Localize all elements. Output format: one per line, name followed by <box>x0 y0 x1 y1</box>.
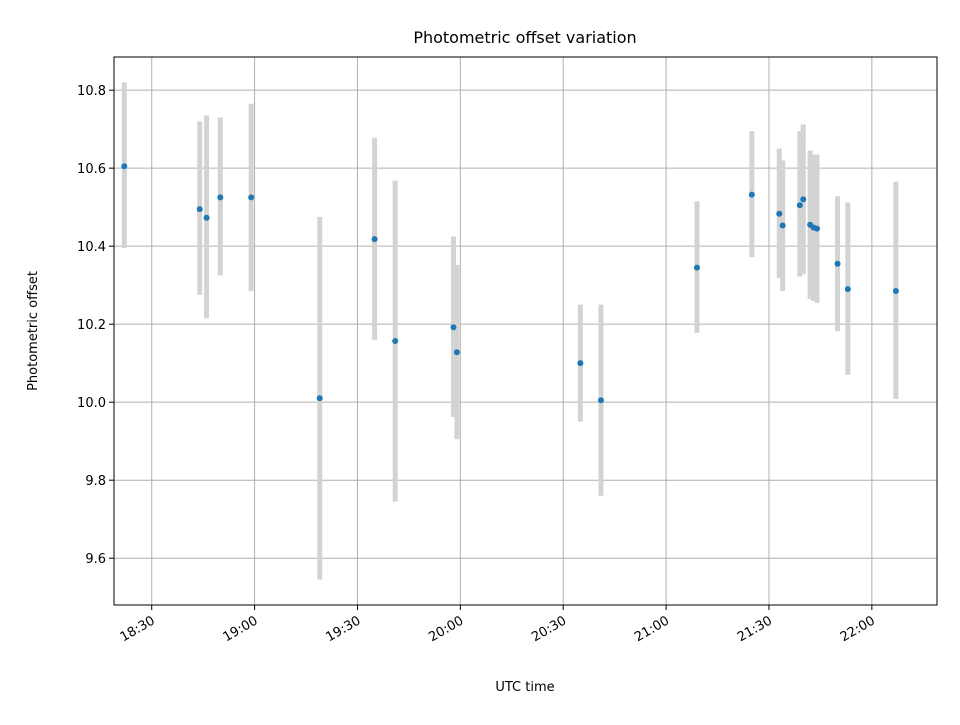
chart-title: Photometric offset variation <box>413 28 636 47</box>
data-point <box>196 206 203 213</box>
data-point <box>813 225 820 232</box>
x-axis-label: UTC time <box>495 680 554 695</box>
data-point <box>453 349 460 356</box>
data-point <box>121 163 128 170</box>
data-point <box>748 191 755 198</box>
data-point <box>779 222 786 229</box>
data-point <box>371 236 378 243</box>
y-axis-label: Photometric offset <box>26 271 41 391</box>
data-point <box>392 337 399 344</box>
data-point <box>248 194 255 201</box>
data-point <box>800 196 807 203</box>
y-tick-label: 10.4 <box>77 240 106 255</box>
y-tick-label: 10.6 <box>77 162 106 177</box>
data-point <box>203 214 210 221</box>
data-point <box>597 397 604 404</box>
data-point <box>796 202 803 209</box>
data-point <box>316 395 323 402</box>
data-point <box>834 260 841 267</box>
data-point <box>776 210 783 217</box>
y-tick-label: 10.2 <box>77 318 106 333</box>
data-point <box>844 286 851 293</box>
data-point <box>217 194 224 201</box>
y-tick-label: 9.6 <box>85 552 106 567</box>
data-point <box>693 264 700 271</box>
data-points <box>121 163 899 404</box>
data-point <box>450 324 457 331</box>
y-tick-label: 9.8 <box>85 474 106 489</box>
y-tick-label: 10.8 <box>77 84 106 99</box>
data-point <box>577 360 584 367</box>
data-point <box>892 288 899 295</box>
plot-frame <box>113 56 938 606</box>
y-tick-label: 10.0 <box>77 396 106 411</box>
y-axis: 9.6 9.8 10.0 10.2 10.4 10.6 10.8 <box>77 84 114 567</box>
